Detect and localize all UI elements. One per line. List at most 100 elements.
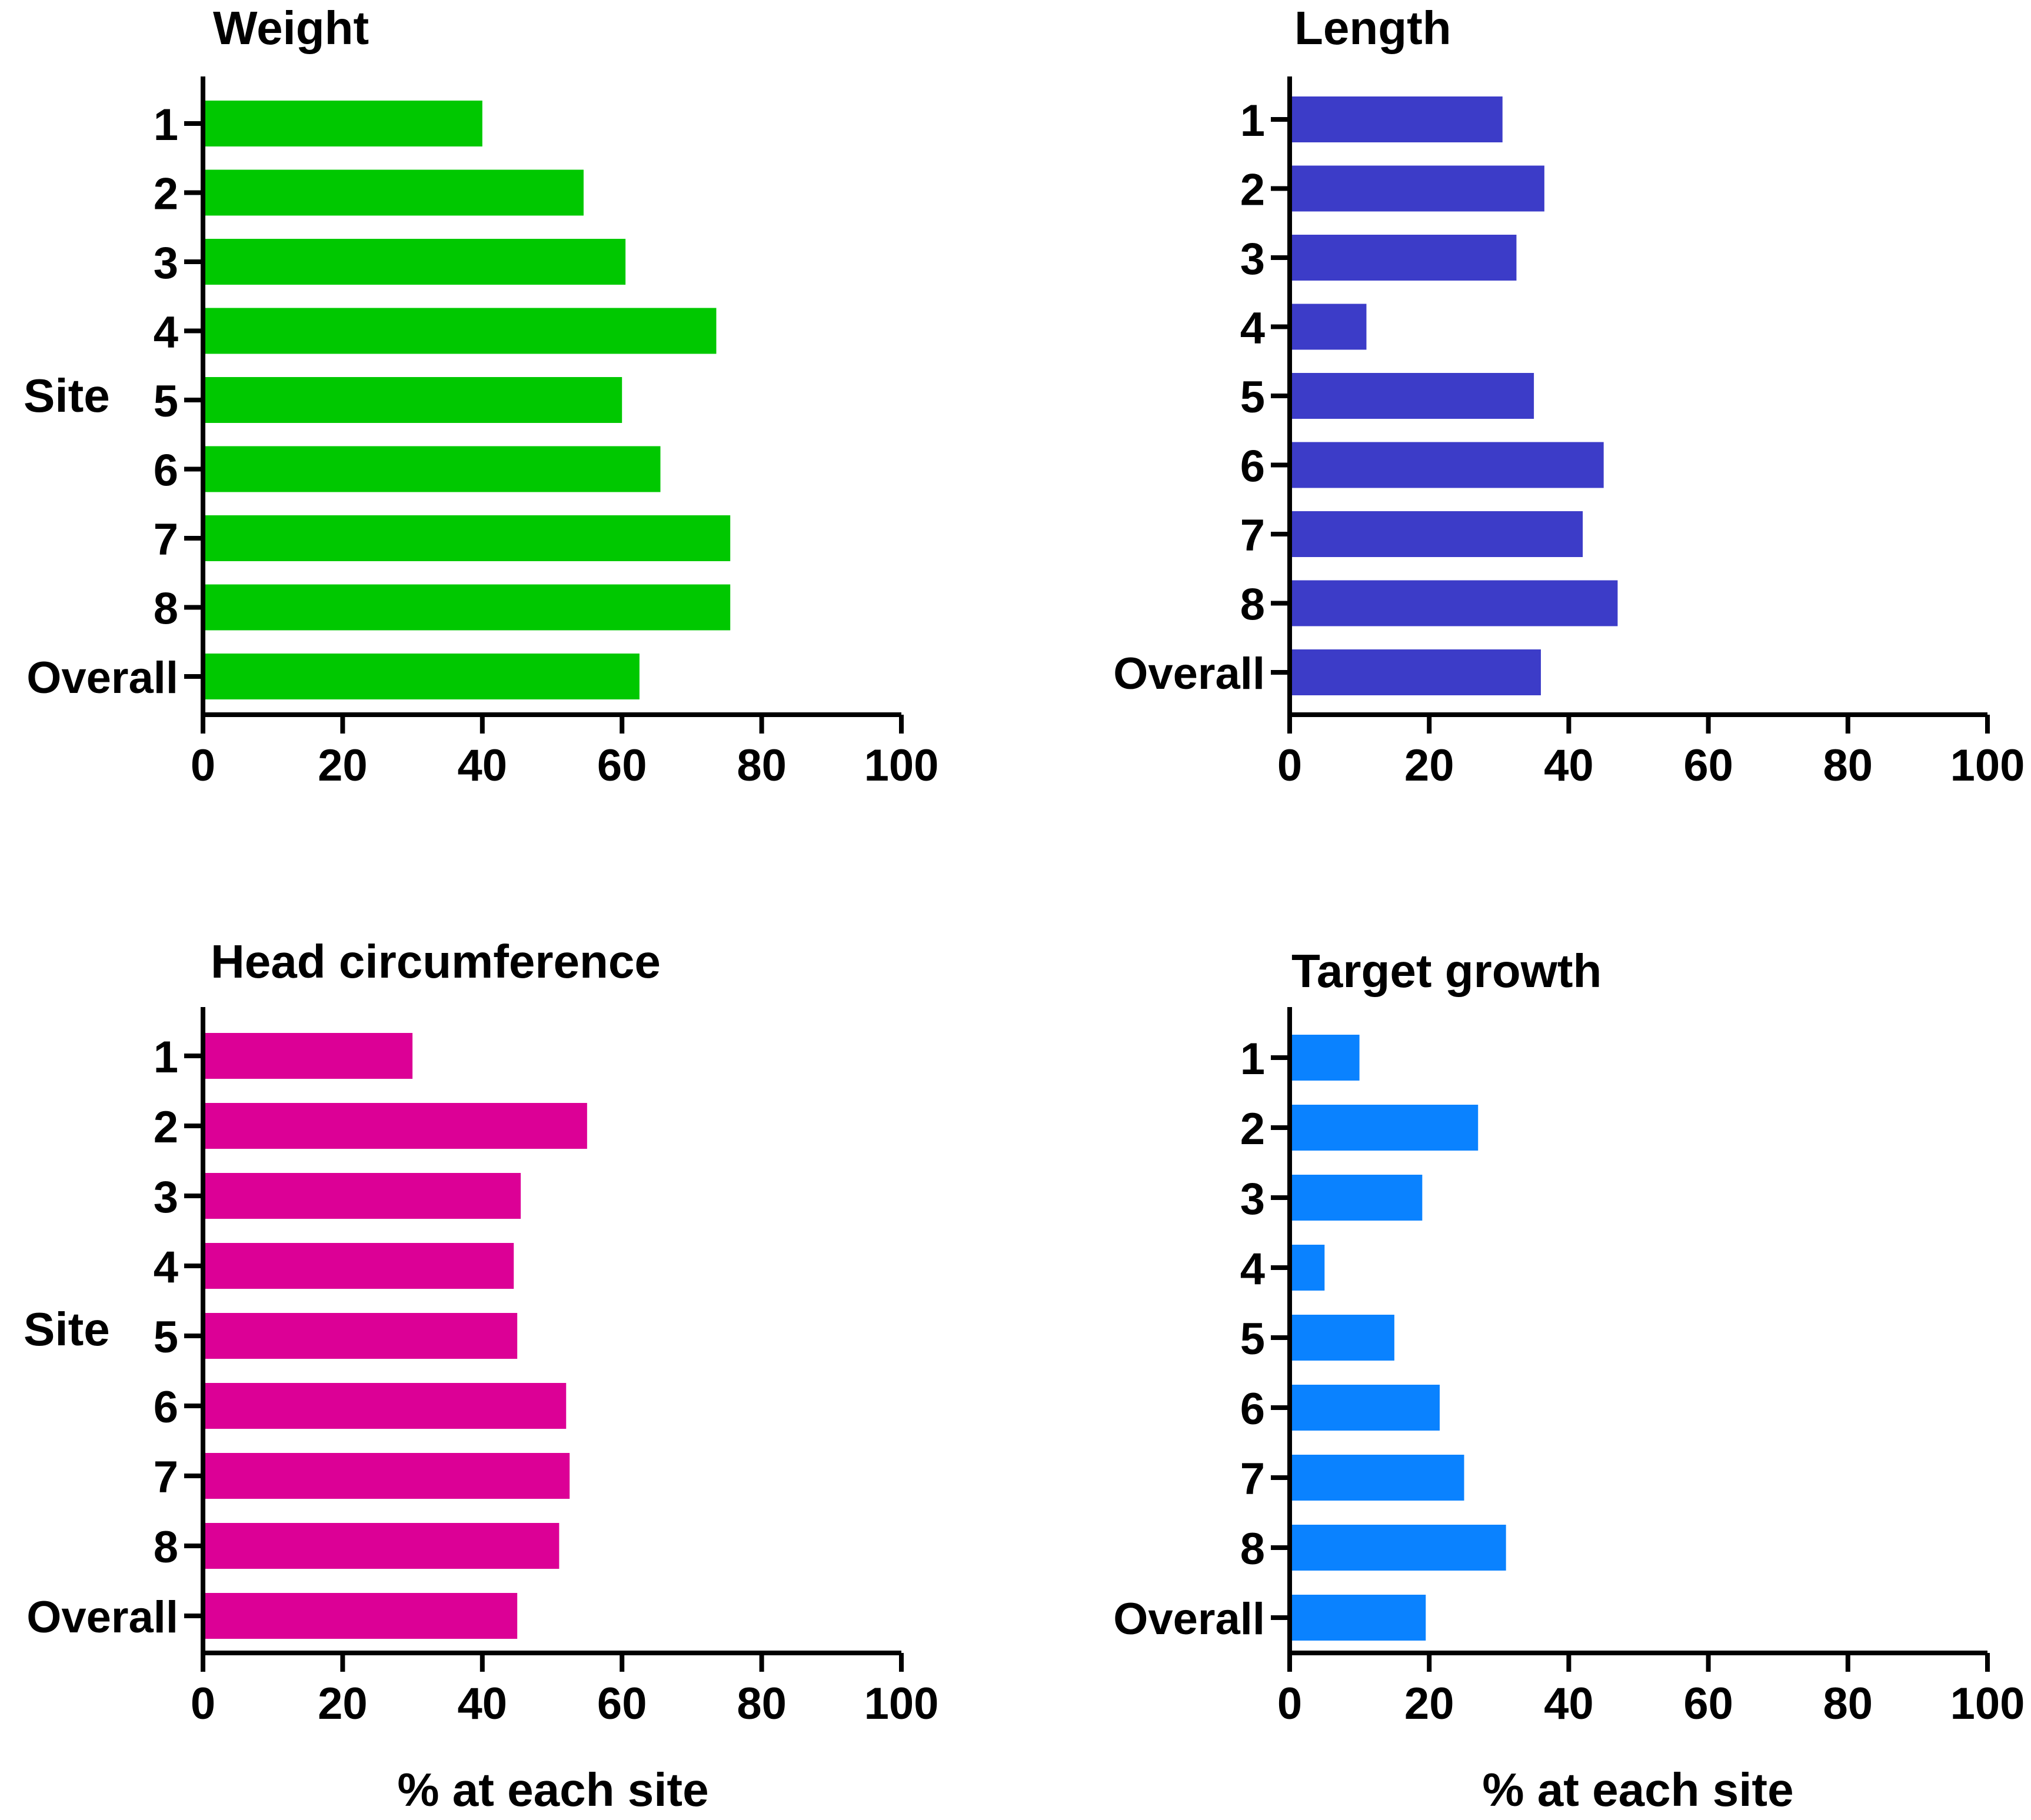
y-tick-label-head-circumference-5: 5 — [154, 1312, 178, 1362]
bar-head-circumference-8 — [205, 1523, 560, 1569]
x-tick-label-length-100: 100 — [1950, 741, 2025, 791]
y-tick-label-length-3: 3 — [1240, 234, 1265, 284]
x-axis-label-target-growth: % at each site — [1482, 1764, 1793, 1816]
x-ticks-head-circumference: 0 20 40 60 80 100 — [191, 1653, 939, 1729]
bar-group-target-growth — [1292, 1035, 1506, 1641]
y-tick-label-head-circumference-6: 6 — [154, 1382, 178, 1432]
x-ticks-weight: 0 20 40 60 80 100 — [191, 715, 939, 791]
y-tick-label-target-growth-5: 5 — [1240, 1314, 1265, 1364]
y-tick-label-length-2: 2 — [1240, 165, 1265, 215]
x-tick-label-weight-40: 40 — [458, 741, 508, 791]
bar-length-7 — [1292, 511, 1583, 557]
y-tick-label-weight-8: 8 — [154, 584, 178, 634]
y-tick-label-head-circumference-2: 2 — [154, 1102, 178, 1152]
bar-head-circumference-5 — [205, 1313, 518, 1359]
bar-weight-5 — [205, 377, 622, 423]
bar-target-growth-4 — [1292, 1245, 1325, 1291]
bar-target-growth-5 — [1292, 1315, 1394, 1361]
x-tick-label-weight-0: 0 — [191, 741, 215, 791]
bar-weight-7 — [205, 515, 731, 561]
bar-target-growth-2 — [1292, 1105, 1479, 1151]
x-axis-label-head-circumference: % at each site — [397, 1764, 708, 1816]
y-tick-label-length-1: 1 — [1240, 96, 1265, 146]
chart-panel-length: Length 1 2 3 4 5 6 7 8 Overall 0 20 40 60 80 100 — [1113, 2, 2025, 791]
x-tick-label-head-circumference-0: 0 — [191, 1679, 215, 1729]
y-tick-label-head-circumference-4: 4 — [154, 1242, 178, 1292]
y-tick-label-target-growth-7: 7 — [1240, 1454, 1265, 1504]
y-tick-label-target-growth-1: 1 — [1240, 1034, 1265, 1084]
y-tick-label-weight-5: 5 — [154, 376, 178, 426]
y-tick-label-length-overall: Overall — [1113, 649, 1265, 699]
y-tick-label-length-8: 8 — [1240, 580, 1265, 630]
y-axis-label-weight: Site — [24, 369, 110, 422]
x-tick-label-weight-20: 20 — [318, 741, 368, 791]
y-tick-label-weight-4: 4 — [154, 308, 178, 358]
y-tick-label-target-growth-2: 2 — [1240, 1104, 1265, 1154]
y-tick-label-weight-3: 3 — [154, 238, 178, 288]
bar-group-length — [1292, 96, 1618, 695]
y-tick-label-head-circumference-1: 1 — [154, 1032, 178, 1082]
bar-head-circumference-2 — [205, 1103, 587, 1149]
x-tick-label-weight-80: 80 — [737, 741, 787, 791]
y-tick-label-head-circumference-8: 8 — [154, 1522, 178, 1572]
bar-weight-6 — [205, 446, 661, 492]
x-tick-label-head-circumference-60: 60 — [597, 1679, 647, 1729]
chart-panel-head-circumference: Head circumference Site 12345678Overall … — [24, 935, 938, 1816]
x-tick-label-head-circumference-100: 100 — [864, 1679, 939, 1729]
bar-target-growth-6 — [1292, 1385, 1440, 1431]
x-tick-label-target-growth-0: 0 — [1277, 1679, 1302, 1729]
y-tick-label-weight-overall: Overall — [26, 653, 178, 703]
bar-length-3 — [1292, 235, 1517, 281]
y-ticks-target-growth: 1 2 3 4 5 6 7 8 Overall — [1113, 1034, 1290, 1644]
bar-length-4 — [1292, 304, 1367, 350]
bar-weight-3 — [205, 239, 626, 285]
bar-group-weight — [205, 101, 731, 699]
y-ticks-length: 1 2 3 4 5 6 7 8 Overall — [1113, 96, 1290, 699]
y-tick-label-length-4: 4 — [1240, 304, 1265, 354]
chart-panel-weight: Weight Site 1 2 3 4 5 6 7 8 Overall 0 20 40 60 80 100 — [24, 2, 938, 791]
y-tick-label-head-circumference-overall: Overall — [26, 1592, 178, 1642]
y-tick-label-weight-2: 2 — [154, 169, 178, 219]
bar-length-overall — [1292, 649, 1541, 695]
x-tick-label-target-growth-60: 60 — [1683, 1679, 1733, 1729]
bar-weight-overall — [205, 654, 640, 699]
bar-length-8 — [1292, 580, 1618, 626]
chart-title-length: Length — [1294, 2, 1451, 54]
x-ticks-length: 0 20 40 60 80 100 — [1277, 715, 2025, 791]
x-tick-label-weight-100: 100 — [864, 741, 939, 791]
bar-target-growth-8 — [1292, 1525, 1506, 1571]
y-tick-label-target-growth-overall: Overall — [1113, 1594, 1265, 1644]
y-ticks-head-circumference: 1 2 3 4 5 6 7 8 Overall — [26, 1032, 203, 1642]
bar-length-1 — [1292, 96, 1503, 142]
y-tick-label-head-circumference-7: 7 — [154, 1452, 178, 1502]
y-tick-label-weight-6: 6 — [154, 446, 178, 496]
chart-title-weight: Weight — [213, 2, 369, 54]
x-tick-label-length-60: 60 — [1683, 741, 1733, 791]
x-tick-label-length-20: 20 — [1404, 741, 1454, 791]
y-tick-label-length-6: 6 — [1240, 442, 1265, 492]
bar-target-growth-overall — [1292, 1595, 1426, 1641]
x-tick-label-weight-60: 60 — [597, 741, 647, 791]
x-tick-label-length-40: 40 — [1544, 741, 1594, 791]
x-tick-label-length-80: 80 — [1823, 741, 1873, 791]
bar-weight-1 — [205, 101, 482, 146]
bar-head-circumference-7 — [205, 1453, 570, 1499]
x-tick-label-target-growth-80: 80 — [1823, 1679, 1873, 1729]
bar-head-circumference-overall — [205, 1593, 518, 1639]
y-axis-label-head-circumference: Site — [24, 1303, 110, 1355]
y-tick-label-target-growth-3: 3 — [1240, 1174, 1265, 1224]
bar-head-circumference-6 — [205, 1383, 567, 1429]
bar-head-circumference-4 — [205, 1243, 514, 1289]
bar-length-6 — [1292, 442, 1604, 488]
bar-weight-4 — [205, 308, 717, 354]
bar-head-circumference-1 — [205, 1033, 413, 1079]
bar-target-growth-7 — [1292, 1455, 1464, 1501]
x-tick-label-head-circumference-40: 40 — [458, 1679, 508, 1729]
bar-length-5 — [1292, 373, 1534, 419]
x-tick-label-target-growth-100: 100 — [1950, 1679, 2025, 1729]
x-ticks-target-growth: 0 20 40 60 80 100 — [1277, 1653, 2025, 1729]
bar-weight-2 — [205, 169, 584, 216]
y-tick-label-head-circumference-3: 3 — [154, 1172, 178, 1222]
bar-weight-8 — [205, 584, 731, 631]
